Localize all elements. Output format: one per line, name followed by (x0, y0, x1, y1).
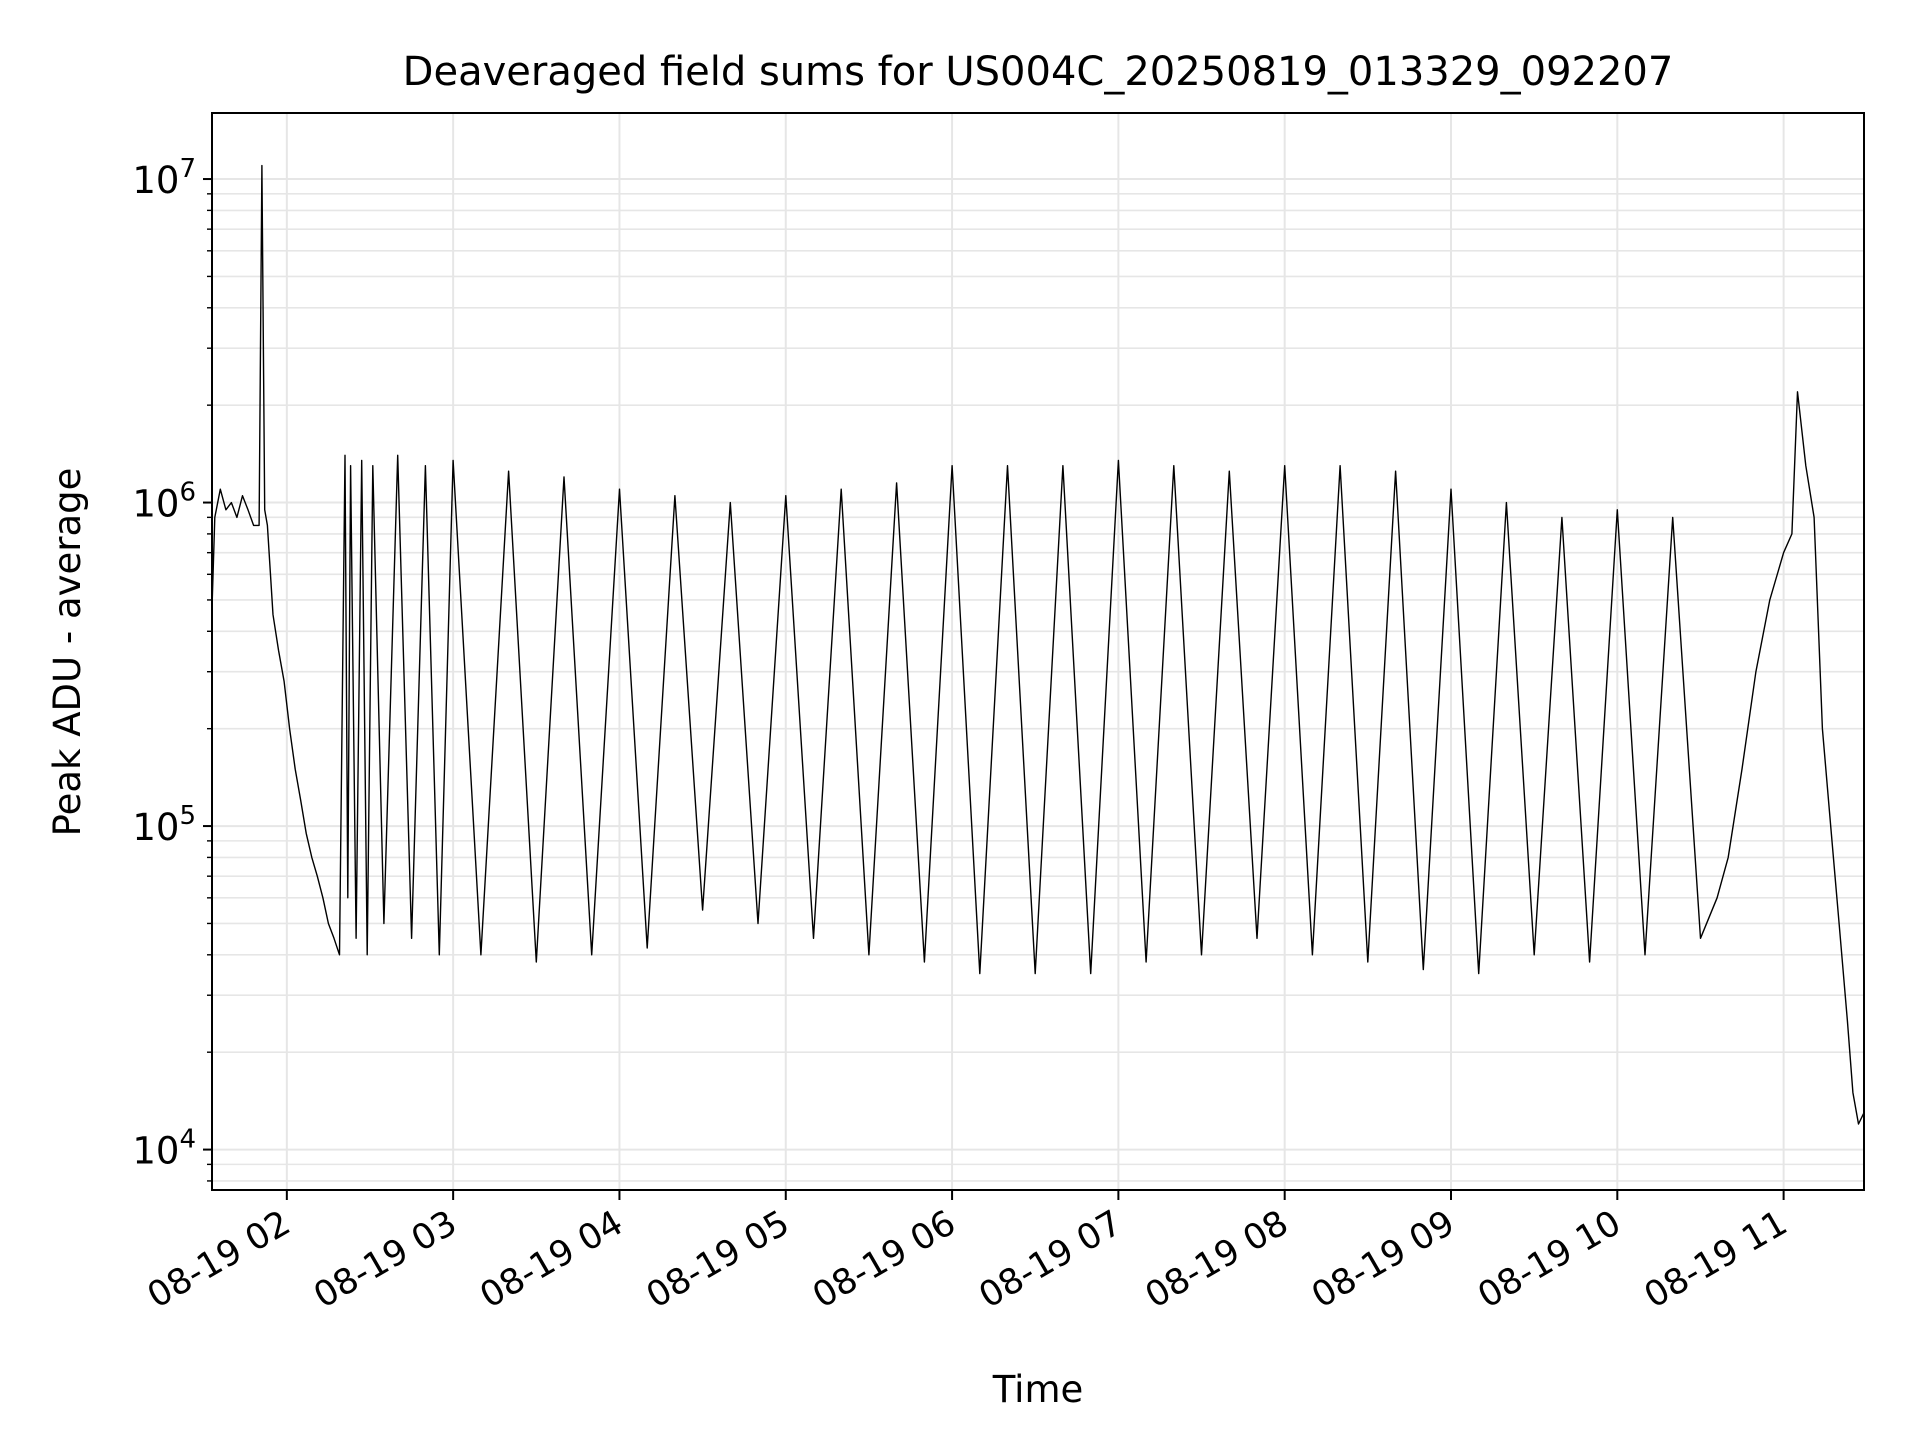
series-line-1 (211, 164, 1865, 1125)
y-tick-label: 105 (132, 801, 196, 849)
x-axis-label: Time (992, 1368, 1084, 1411)
grid-lines (212, 113, 1864, 1190)
y-axis-label: Peak ADU - average (46, 468, 89, 837)
y-tick-label: 104 (132, 1125, 196, 1173)
chart-title: Deaveraged field sums for US004C_2025081… (403, 49, 1674, 95)
y-tick-label: 106 (132, 478, 196, 526)
plot-frame (211, 112, 1865, 1191)
y-tick-label: 107 (132, 154, 196, 202)
series-layer (211, 164, 1865, 1125)
